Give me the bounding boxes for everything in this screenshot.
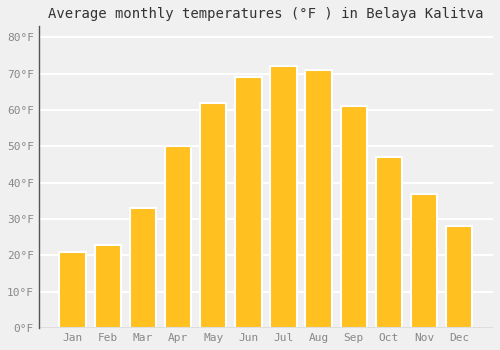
Bar xyxy=(235,77,262,328)
Bar xyxy=(306,70,332,328)
Bar xyxy=(130,208,156,328)
Bar xyxy=(270,66,296,328)
Bar xyxy=(446,226,472,328)
Bar xyxy=(411,194,438,328)
Bar xyxy=(340,106,367,328)
Bar xyxy=(60,252,86,328)
Title: Average monthly temperatures (°F ) in Belaya Kalitva: Average monthly temperatures (°F ) in Be… xyxy=(48,7,484,21)
Bar xyxy=(376,157,402,328)
Bar xyxy=(200,103,226,328)
Bar xyxy=(165,146,191,328)
Bar xyxy=(94,245,121,328)
